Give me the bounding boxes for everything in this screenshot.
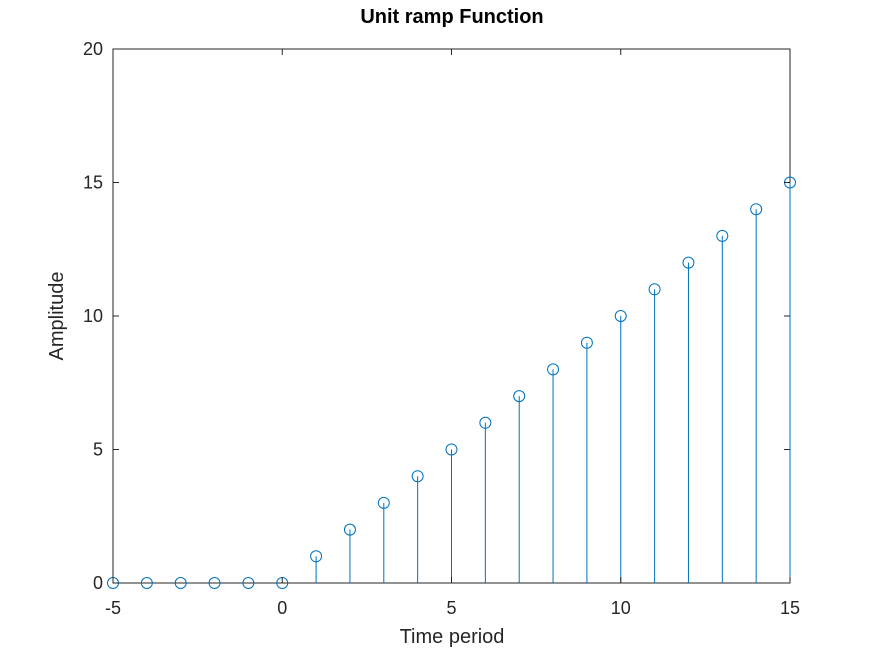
y-tick-label: 10: [83, 306, 103, 326]
stem-marker: [411, 470, 424, 483]
stem-marker: [716, 229, 729, 242]
stem-marker: [208, 577, 221, 589]
y-axis-label: Amplitude: [46, 272, 68, 361]
chart-title: Unit ramp Function: [360, 6, 543, 28]
y-tick-label: 0: [93, 573, 103, 593]
stem-marker: [242, 577, 255, 589]
y-tick-label: 20: [83, 39, 103, 59]
y-axis-ticks: 0 5 10 15 20: [83, 39, 790, 593]
x-tick-label: 5: [446, 598, 456, 618]
x-tick-label: -5: [105, 598, 121, 618]
x-tick-label: 0: [277, 598, 287, 618]
x-axis-label: Time period: [400, 626, 505, 648]
stem-marker: [479, 416, 492, 429]
stem-marker: [580, 336, 593, 349]
stem-marker: [174, 577, 187, 589]
stem-marker: [513, 390, 526, 403]
y-tick-label: 15: [83, 173, 103, 193]
stem-marker: [445, 443, 458, 456]
y-tick-label: 5: [93, 440, 103, 460]
stem-marker: [377, 496, 390, 509]
stem-marker: [648, 283, 661, 296]
x-axis-ticks: -5 0 5 10 15: [105, 49, 800, 618]
stem-marker: [547, 363, 560, 376]
stem-series: [107, 176, 796, 589]
stem-marker: [750, 203, 763, 216]
stem-marker: [614, 310, 627, 322]
stem-marker: [140, 577, 153, 589]
stem-marker: [682, 256, 695, 269]
stem-marker: [310, 550, 323, 563]
stem-marker: [343, 523, 356, 536]
x-tick-label: 15: [780, 598, 800, 618]
x-tick-label: 10: [611, 598, 631, 618]
